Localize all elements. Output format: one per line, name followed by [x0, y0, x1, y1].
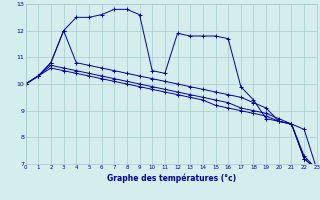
X-axis label: Graphe des températures (°c): Graphe des températures (°c)	[107, 173, 236, 183]
